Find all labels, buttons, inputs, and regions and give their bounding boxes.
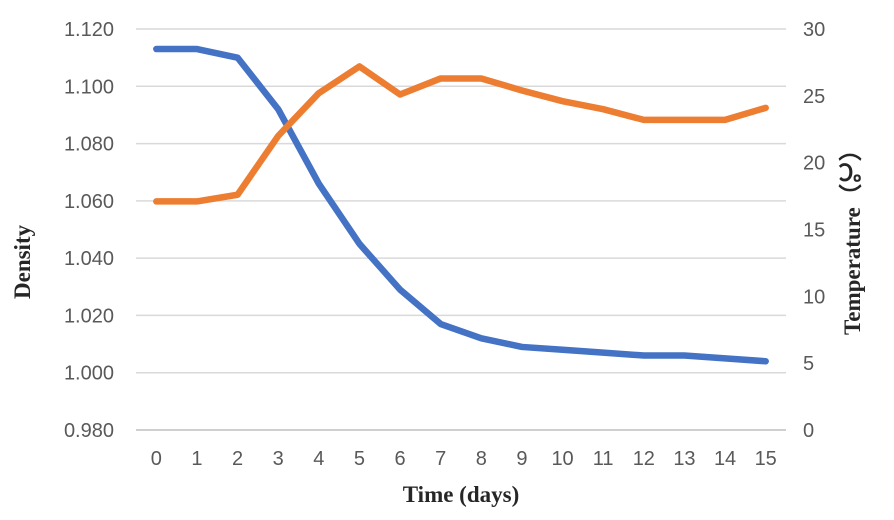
x-axis-tick-label: 2 <box>232 448 243 470</box>
right-axis-tick-label: 25 <box>803 86 825 108</box>
x-axis-tick-label: 3 <box>273 448 284 470</box>
x-axis-tick-label: 14 <box>714 448 736 470</box>
right-axis-tick-label: 30 <box>803 19 825 41</box>
temperature-series-line <box>153 63 769 205</box>
left-axis-tick-label: 1.060 <box>64 191 114 213</box>
left-axis-tick-label: 1.040 <box>64 248 114 270</box>
left-axis-tick-label: 1.020 <box>64 305 114 327</box>
right-axis-tick-label: 5 <box>803 353 814 375</box>
right-axis-tick-label: 20 <box>803 153 825 175</box>
density-series-line <box>153 45 769 365</box>
x-axis-tick-label: 5 <box>354 448 365 470</box>
right-y-axis-title: Temperature（℃） <box>840 138 865 336</box>
left-axis-tick-label: 1.100 <box>64 76 114 98</box>
left-axis-tick-label: 1.000 <box>64 363 114 385</box>
right-axis-tick-label: 15 <box>803 220 825 242</box>
x-axis-tick-label: 10 <box>551 448 573 470</box>
x-axis-tick-label: 1 <box>191 448 202 470</box>
left-axis-tick-label: 1.080 <box>64 134 114 156</box>
x-axis-tick-label: 15 <box>755 448 777 470</box>
x-axis-title: Time (days) <box>402 482 520 507</box>
x-axis-tick-label: 6 <box>395 448 406 470</box>
x-axis-tick-label: 8 <box>476 448 487 470</box>
left-y-axis-title: Density <box>10 224 35 300</box>
x-axis-tick-label: 12 <box>633 448 655 470</box>
x-axis-tick-label: 11 <box>593 448 614 470</box>
x-axis-tick-label: 9 <box>516 448 527 470</box>
x-axis-tick-label: 7 <box>435 448 446 470</box>
left-axis-tick-label: 1.120 <box>64 19 114 41</box>
left-axis-tick-label: 0.980 <box>64 420 114 442</box>
x-axis-tick-label: 13 <box>673 448 695 470</box>
x-axis-tick-label: 4 <box>313 448 324 470</box>
right-axis-tick-label: 10 <box>803 286 825 308</box>
x-axis-tick-label: 0 <box>151 448 162 470</box>
right-axis-tick-label: 0 <box>803 420 814 442</box>
